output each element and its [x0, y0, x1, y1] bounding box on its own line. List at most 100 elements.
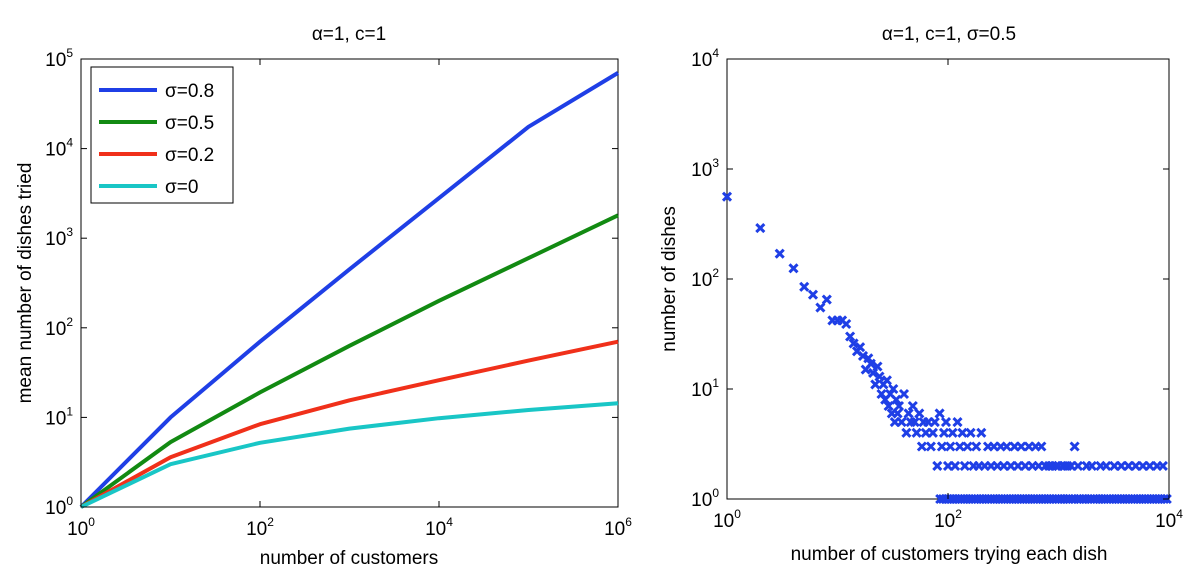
series-line-0	[79, 71, 620, 509]
scatter-point	[925, 441, 936, 452]
chart-1-plot-frame	[80, 58, 619, 508]
scatter-point	[1001, 441, 1012, 452]
x-tick-label-base: 10	[713, 511, 734, 532]
scatter-point	[934, 408, 945, 419]
chart-2-x-axis-label: number of customers trying each dish	[791, 544, 1108, 565]
scatter-point	[892, 408, 903, 419]
scatter-point	[936, 441, 947, 452]
y-tick-label: 103	[45, 225, 73, 250]
scatter-point	[971, 441, 982, 452]
scatter-point	[1157, 460, 1168, 471]
chart-1-series-group	[79, 71, 620, 509]
y-tick-label: 100	[45, 494, 73, 519]
y-tick-label-exponent: 0	[66, 494, 73, 508]
x-tick-label-exponent: 0	[88, 515, 95, 529]
scatter-point	[927, 427, 938, 438]
scatter-point	[865, 358, 876, 369]
y-tick-label-exponent: 4	[712, 46, 719, 60]
scatter-point	[898, 388, 910, 400]
y-tick-label-exponent: 1	[712, 376, 719, 390]
x-tick-label-base: 10	[604, 519, 625, 540]
series-line-3	[80, 401, 619, 509]
x-tick-label-exponent: 2	[267, 515, 274, 529]
x-tick-label-base: 10	[934, 511, 955, 532]
x-tick-label-exponent: 6	[625, 515, 632, 529]
chart-dish-popularity: α=1, c=1, σ=0.5 100 102 104 10010110210310…	[659, 24, 1183, 565]
scatter-point	[1016, 441, 1027, 452]
scatter-point	[821, 294, 832, 305]
x-tick-label: 102	[934, 507, 962, 532]
scatter-point	[1072, 460, 1084, 471]
scatter-point	[947, 427, 958, 438]
x-tick-label-exponent: 4	[446, 515, 453, 529]
series-line-1	[79, 213, 619, 509]
y-tick-label: 104	[45, 136, 73, 161]
x-tick-label: 104	[425, 515, 453, 540]
y-tick-label: 102	[45, 315, 73, 340]
scatter-point	[799, 281, 810, 292]
y-tick-label-exponent: 1	[66, 404, 73, 418]
scatter-point	[888, 383, 899, 395]
y-tick-label-base: 10	[45, 140, 66, 161]
y-tick-label: 104	[691, 46, 719, 71]
x-tick-label: 102	[246, 515, 274, 540]
y-tick-label: 101	[45, 404, 73, 429]
scatter-point	[863, 353, 874, 364]
y-tick-label-base: 10	[45, 408, 66, 429]
y-tick-label-base: 10	[691, 270, 712, 291]
x-tick-label: 100	[67, 515, 95, 540]
x-tick-label: 100	[713, 507, 741, 532]
x-tick-label-exponent: 2	[955, 507, 962, 521]
scatter-point	[1036, 441, 1047, 452]
scatter-point	[893, 400, 905, 412]
scatter-point	[807, 289, 819, 300]
y-tick-label: 100	[691, 486, 719, 511]
scatter-point	[962, 441, 973, 452]
chart-1-legend: σ=0.8 σ=0.5 σ=0.2 σ=0	[90, 66, 234, 204]
x-tick-label-base: 10	[67, 519, 88, 540]
chart-1-title: α=1, c=1	[312, 24, 386, 45]
x-tick-label: 104	[1155, 507, 1183, 532]
scatter-point	[891, 394, 902, 405]
chart-2-y-axis-label: number of dishes	[659, 206, 680, 352]
y-tick-label-base: 10	[691, 50, 712, 71]
y-tick-label: 103	[691, 156, 719, 181]
scatter-point	[883, 400, 894, 412]
chart-2-title: α=1, c=1, σ=0.5	[882, 24, 1016, 45]
y-tick-label-base: 10	[45, 319, 66, 340]
y-tick-label-base: 10	[45, 498, 66, 519]
chart-2-x-ticks: 100 102 104	[713, 59, 1183, 532]
scatter-point	[909, 417, 920, 428]
y-tick-label-exponent: 2	[66, 315, 73, 329]
legend-label-0: σ=0.8	[165, 81, 214, 102]
scatter-point	[1069, 441, 1080, 452]
scatter-point	[721, 191, 733, 202]
scatter-point	[874, 371, 885, 382]
chart-1-x-ticks: 100 102 104 106	[67, 59, 632, 540]
scatter-point	[907, 400, 918, 412]
scatter-point	[855, 342, 866, 353]
series-line-2	[80, 339, 619, 509]
scatter-point	[938, 427, 950, 438]
scatter-point	[914, 408, 925, 419]
y-tick-label-base: 10	[691, 380, 712, 401]
x-tick-label-base: 10	[1155, 511, 1176, 532]
y-tick-label-base: 10	[691, 160, 712, 181]
scatter-point	[857, 350, 869, 361]
x-tick-label-exponent: 0	[734, 507, 741, 521]
chart-1-x-axis-label: number of customers	[260, 548, 438, 569]
x-tick-label-exponent: 4	[1176, 507, 1183, 521]
scatter-point	[929, 417, 940, 428]
scatter-point	[870, 379, 881, 390]
y-tick-label-base: 10	[691, 490, 712, 511]
scatter-point	[815, 302, 826, 313]
y-tick-label: 101	[691, 376, 719, 401]
scatter-point	[788, 263, 799, 274]
scatter-point	[845, 331, 856, 342]
scatter-point	[903, 408, 914, 419]
legend-label-3: σ=0	[165, 177, 198, 198]
scatter-point	[1101, 460, 1112, 471]
scatter-point	[896, 417, 907, 428]
scatter-point	[940, 417, 952, 428]
